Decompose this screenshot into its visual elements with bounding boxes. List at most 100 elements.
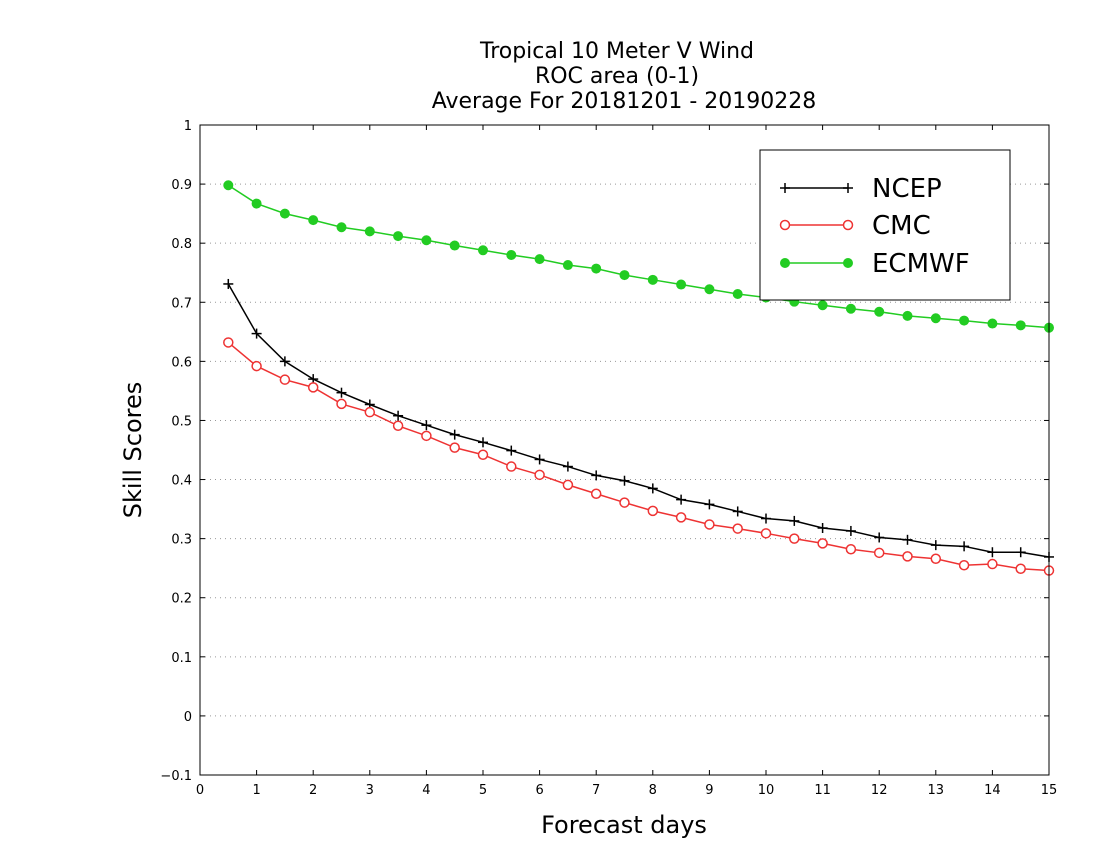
data-point-cmc: [789, 533, 800, 544]
data-point-cmc: [1015, 563, 1026, 575]
data-point-ecmwf: [449, 240, 460, 251]
data-point-ecmwf: [732, 289, 743, 299]
data-series: [223, 180, 1055, 576]
data-point-ecmwf: [959, 315, 970, 326]
data-point-cmc: [845, 544, 857, 555]
legend-label-ncep: NCEP: [872, 174, 942, 204]
data-point-cmc: [251, 360, 262, 372]
y-tick-label: 0: [184, 710, 192, 725]
x-tick-label: 6: [535, 783, 543, 798]
x-tick-label: 7: [592, 783, 600, 798]
legend-marker-ncep: [780, 183, 790, 193]
data-point-ecmwf: [364, 226, 375, 237]
data-point-ncep: [732, 506, 743, 517]
data-point-cmc: [223, 337, 234, 348]
data-point-ncep: [506, 445, 517, 456]
x-tick-label: 15: [1041, 783, 1058, 798]
data-point-cmc: [760, 528, 772, 539]
x-tick-label: 0: [196, 783, 204, 798]
x-tick-label: 1: [252, 783, 260, 798]
chart-title-line-2: ROC area (0-1): [535, 64, 699, 89]
y-tick-label: 0.3: [171, 533, 192, 548]
y-tick-label: 0.5: [171, 414, 192, 429]
x-tick-label: 12: [871, 783, 888, 798]
axis-ticks: −0.100.10.20.30.40.50.60.70.80.910 1 2 3 4 5 6…: [160, 119, 1057, 798]
data-point-cmc: [279, 374, 291, 385]
legend-item-cmc: CMC: [779, 211, 931, 241]
data-point-cmc: [873, 547, 885, 559]
data-point-cmc: [958, 559, 970, 571]
data-point-ncep: [279, 356, 290, 367]
data-point-cmc: [647, 505, 659, 517]
x-tick-label: 8: [649, 783, 657, 798]
data-point-ecmwf: [562, 260, 573, 271]
legend-items: NCEP CMC ECMWF: [779, 174, 970, 279]
legend-item-ecmwf: ECMWF: [780, 249, 970, 279]
series-line-cmc: [227, 341, 1050, 572]
data-point-ecmwf: [1015, 320, 1026, 331]
data-point-ecmwf: [393, 231, 404, 242]
y-axis-label: Skill Scores: [119, 382, 147, 519]
data-point-cmc: [562, 479, 574, 491]
data-point-ecmwf: [506, 250, 517, 260]
y-tick-label: 0.9: [171, 178, 192, 193]
y-tick-label: 0.2: [171, 592, 192, 607]
data-point-cmc: [732, 523, 743, 534]
data-point-cmc: [421, 430, 432, 442]
data-point-ecmwf: [421, 235, 432, 246]
data-point-ncep: [647, 483, 658, 494]
data-point-cmc: [477, 449, 489, 460]
data-point-ncep: [789, 515, 800, 526]
data-point-cmc: [619, 497, 630, 508]
data-point-cmc: [364, 406, 376, 418]
data-point-cmc: [675, 512, 687, 523]
data-point-ecmwf: [676, 279, 687, 290]
data-point-ecmwf: [534, 254, 545, 265]
data-point-ncep: [1015, 547, 1026, 558]
data-point-ecmwf: [619, 270, 630, 281]
series-cmc: [223, 337, 1055, 576]
data-point-ncep: [421, 420, 432, 431]
y-tick-label: 1: [184, 119, 192, 134]
y-tick-label: 0.8: [171, 237, 192, 252]
data-point-ecmwf: [930, 313, 941, 324]
data-point-ncep: [817, 523, 828, 533]
data-point-cmc: [987, 558, 998, 570]
y-tick-label: 0.7: [171, 296, 192, 311]
data-point-ncep: [449, 429, 460, 440]
legend-marker-ecmwf: [843, 258, 853, 268]
y-tick-label: 0.4: [171, 474, 192, 489]
series-ecmwf: [223, 180, 1054, 333]
data-point-ncep: [959, 541, 970, 552]
data-point-cmc: [392, 420, 404, 432]
data-point-cmc: [336, 398, 347, 410]
data-point-cmc: [449, 442, 460, 453]
data-point-ncep: [251, 328, 262, 339]
legend-marker-cmc: [779, 219, 791, 231]
data-point-ecmwf: [902, 310, 913, 321]
data-point-ncep: [930, 540, 941, 551]
legend: NCEP CMC ECMWF: [759, 149, 1011, 301]
data-point-ncep: [902, 534, 913, 545]
x-tick-label: 5: [479, 783, 487, 798]
data-point-ncep: [223, 278, 234, 289]
x-tick-label: 11: [814, 783, 831, 798]
data-point-cmc: [307, 382, 319, 393]
legend-marker-ecmwf: [780, 258, 790, 268]
data-point-ecmwf: [336, 222, 347, 233]
data-point-ncep: [845, 525, 856, 536]
series-line-ncep: [227, 283, 1050, 558]
data-point-ecmwf: [478, 245, 488, 256]
series-ncep: [223, 278, 1054, 562]
data-point-ecmwf: [223, 180, 234, 191]
x-axis-label: Forecast days: [541, 811, 707, 839]
legend-label-cmc: CMC: [872, 211, 931, 241]
x-tick-label: 14: [984, 783, 1001, 798]
data-point-cmc: [704, 519, 715, 530]
data-point-ncep: [704, 499, 715, 510]
x-tick-label: 3: [366, 783, 374, 798]
data-point-cmc: [930, 553, 942, 564]
data-point-ecmwf: [845, 303, 856, 314]
chart-title-line-1: Tropical 10 Meter V Wind: [479, 39, 754, 64]
